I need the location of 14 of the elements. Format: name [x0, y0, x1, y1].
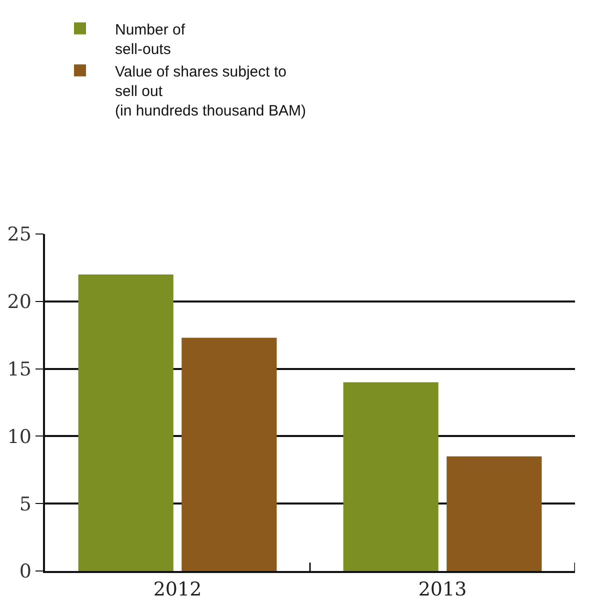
y-tick-label: 25 — [7, 224, 32, 246]
x-tick-label: 2012 — [153, 578, 202, 601]
legend-label: Value of shares subject to sell out (in hundreds thousand BAM) — [115, 63, 306, 120]
x-tick-label: 2013 — [418, 578, 467, 601]
y-tick-label: 10 — [7, 426, 32, 448]
legend-label: Number of sell-outs — [115, 21, 186, 58]
y-tick-label: 20 — [7, 291, 32, 314]
bar — [343, 382, 438, 571]
bar — [182, 338, 277, 571]
bar — [78, 274, 174, 571]
y-tick-label: 0 — [19, 560, 32, 583]
y-tick-label: 15 — [7, 358, 32, 380]
bar — [446, 456, 542, 571]
y-tick-label: 5 — [19, 493, 32, 516]
